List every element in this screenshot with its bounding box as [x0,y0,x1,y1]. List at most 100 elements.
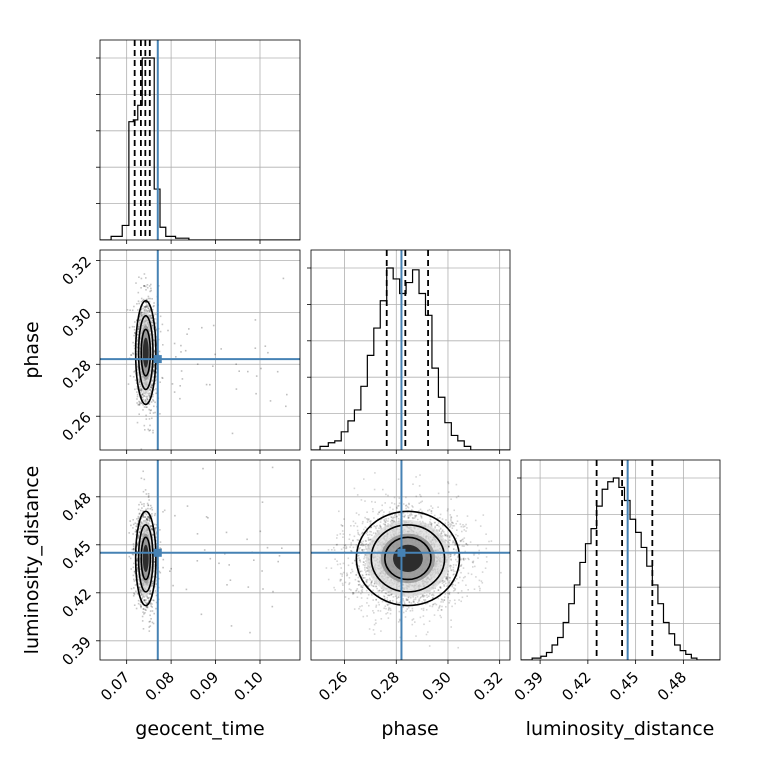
sample-point [339,580,342,582]
sample-point [131,325,134,328]
sample-point [359,547,361,549]
sample-point [152,534,154,536]
sample-point [412,517,414,520]
sample-point [143,599,146,601]
sample-point [392,599,394,602]
sample-point [366,597,369,600]
sample-point [377,513,379,515]
sample-point [402,598,404,600]
sample-point [428,620,431,622]
sample-point [376,525,378,527]
sample-point [140,312,143,315]
sample-point [138,328,140,330]
sample-point [378,511,380,514]
sample-point [350,572,352,574]
sample-point [419,616,422,619]
sample-point [148,499,150,501]
sample-point [418,510,420,512]
sample-point [432,594,435,597]
sample-point [152,400,155,402]
sample-point [377,594,380,597]
sample-point [351,562,354,564]
sample-point [136,575,139,577]
sample-point [151,379,153,382]
sample-point [361,531,364,534]
sample-point [378,589,381,592]
sample-point [436,524,438,526]
sample-point [147,428,149,431]
sample-point [438,606,441,608]
sample-point [359,583,361,586]
sample-point [144,516,147,518]
sample-point [140,311,143,314]
sample-point [135,563,138,565]
sample-point [149,297,151,300]
contour-level [134,510,157,607]
sample-point [147,392,150,395]
sample-point [282,277,285,280]
sample-point [355,512,358,514]
sample-point [372,510,374,513]
sample-point [383,607,385,610]
panel-area [311,250,510,450]
sample-point [151,584,153,586]
sample-point [362,561,365,563]
sample-point [394,513,396,515]
sample-point [151,528,154,530]
sample-point [225,531,228,534]
sample-point [271,466,274,469]
sample-point [155,342,158,345]
sample-point [404,514,406,517]
sample-point [145,605,148,608]
sample-point [196,560,199,562]
sample-point [150,289,152,292]
sample-point [361,550,364,553]
sample-point [138,400,140,403]
sample-point [137,328,139,331]
sample-point [441,609,443,611]
sample-point [370,538,372,541]
sample-point [439,586,441,588]
sample-point [151,610,154,612]
sample-point [411,505,413,507]
sample-point [138,326,140,328]
sample-point [161,377,164,379]
sample-point [139,389,141,392]
sample-point [440,598,443,601]
sample-point [391,513,394,516]
sample-point [152,412,155,414]
sample-point [132,545,135,548]
sample-point [399,518,402,521]
sample-point [421,594,424,597]
sample-point [150,618,152,620]
sample-point [138,276,140,278]
sample-point [149,389,151,391]
sample-point [153,370,156,373]
sample-point [341,530,344,532]
sample-point [458,544,461,546]
sample-point [133,580,136,582]
sample-point [451,522,453,524]
panel-phase-vs-luminosity_distance [310,459,511,664]
sample-point [436,524,438,526]
panel-area [100,460,300,660]
sample-point [149,396,151,398]
sample-point [150,401,153,403]
sample-point [155,601,158,604]
panel-frame [99,39,301,241]
sample-point [142,514,145,516]
sample-point [359,571,361,573]
sample-point [136,398,138,400]
sample-point [138,381,141,384]
sample-point [151,417,153,420]
sample-point [446,579,449,581]
sample-point [132,376,135,378]
sample-point [452,564,455,566]
panel-frame [99,459,301,661]
sample-point [139,313,142,316]
sample-point [365,580,367,583]
sample-point [445,576,447,578]
sample-point [140,277,143,280]
sample-point [155,527,157,529]
sample-point [138,512,141,515]
